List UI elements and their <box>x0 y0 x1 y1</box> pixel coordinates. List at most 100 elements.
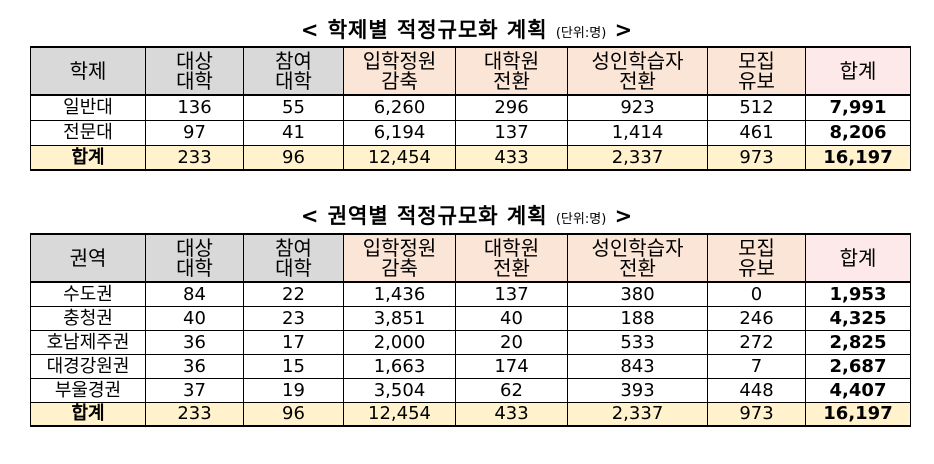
cell: 380 <box>567 281 708 307</box>
row-label: 일반대 <box>30 94 146 121</box>
cell: 923 <box>567 94 708 121</box>
cell: 36 <box>145 353 244 379</box>
cell: 1,436 <box>343 281 456 307</box>
header-total: 합계 <box>805 233 911 283</box>
row-label: 대경강원권 <box>30 353 146 379</box>
row-label: 합계 <box>30 144 146 171</box>
cell: 62 <box>455 377 568 403</box>
table-row: 충청권 40 23 3,851 40 188 246 4,325 <box>30 305 911 331</box>
cell: 272 <box>707 329 806 355</box>
table1-header-row: 학제 대상 대학 참여 대학 입학정원 감축 대학원 전환 성인학습자 전환 모집 유보 합… <box>30 46 911 96</box>
cell: 533 <box>567 329 708 355</box>
cell: 1,663 <box>343 353 456 379</box>
table-row: 전문대 97 41 6,194 137 1,414 461 8,206 <box>30 119 911 146</box>
header-target-univ: 대상 대학 <box>145 233 244 283</box>
cell: 137 <box>455 281 568 307</box>
header-adult-learner-conversion: 성인학습자 전환 <box>567 46 708 96</box>
header-adult-learner-conversion: 성인학습자 전환 <box>567 233 708 283</box>
header-target-univ: 대상 대학 <box>145 46 244 96</box>
cell: 461 <box>707 119 806 146</box>
table-row-total: 합계 233 96 12,454 433 2,337 973 16,197 <box>30 401 911 427</box>
header-graduate-conversion: 대학원 전환 <box>455 46 568 96</box>
header-participating-univ: 참여 대학 <box>243 46 344 96</box>
school-type-table: 학제 대상 대학 참여 대학 입학정원 감축 대학원 전환 성인학습자 전환 모집 유보 합… <box>30 46 911 171</box>
cell: 233 <box>145 401 244 427</box>
cell: 15 <box>243 353 344 379</box>
table-row: 호남제주권 36 17 2,000 20 533 272 2,825 <box>30 329 911 355</box>
row-label: 충청권 <box>30 305 146 331</box>
cell: 22 <box>243 281 344 307</box>
cell: 2,337 <box>567 401 708 427</box>
cell: 96 <box>243 401 344 427</box>
table1-unit: (단위:명) <box>555 26 607 41</box>
cell: 20 <box>455 329 568 355</box>
cell: 3,851 <box>343 305 456 331</box>
header-total: 합계 <box>805 46 911 96</box>
cell: 3,504 <box>343 377 456 403</box>
total-cell: 2,687 <box>805 353 911 379</box>
cell: 96 <box>243 144 344 171</box>
cell: 40 <box>145 305 244 331</box>
total-cell: 7,991 <box>805 94 911 121</box>
header-participating-univ: 참여 대학 <box>243 233 344 283</box>
cell: 512 <box>707 94 806 121</box>
total-cell: 8,206 <box>805 119 911 146</box>
cell: 12,454 <box>343 401 456 427</box>
table-row: 일반대 136 55 6,260 296 923 512 7,991 <box>30 94 911 121</box>
cell: 0 <box>707 281 806 307</box>
header-recruitment-deferral: 모집 유보 <box>707 233 806 283</box>
row-label: 호남제주권 <box>30 329 146 355</box>
cell: 6,194 <box>343 119 456 146</box>
cell: 41 <box>243 119 344 146</box>
row-label: 수도권 <box>30 281 146 307</box>
cell: 174 <box>455 353 568 379</box>
cell: 137 <box>455 119 568 146</box>
region-table: 권역 대상 대학 참여 대학 입학정원 감축 대학원 전환 성인학습자 전환 모집 유보 합… <box>30 233 911 427</box>
cell: 973 <box>707 401 806 427</box>
cell: 433 <box>455 401 568 427</box>
cell: 393 <box>567 377 708 403</box>
total-cell: 4,407 <box>805 377 911 403</box>
table-row: 부울경권 37 19 3,504 62 393 448 4,407 <box>30 377 911 403</box>
total-cell: 1,953 <box>805 281 911 307</box>
table-row: 수도권 84 22 1,436 137 380 0 1,953 <box>30 281 911 307</box>
table1-title-text: < 학제별 적정규모화 계획 <box>300 18 548 42</box>
cell: 17 <box>243 329 344 355</box>
table2-title-close: > <box>614 204 634 228</box>
header-admission-reduction: 입학정원 감축 <box>343 46 456 96</box>
table-row-total: 합계 233 96 12,454 433 2,337 973 16,197 <box>30 144 911 171</box>
table1-title: < 학제별 적정규모화 계획 (단위:명) > <box>0 14 934 44</box>
row-label: 부울경권 <box>30 377 146 403</box>
cell: 1,414 <box>567 119 708 146</box>
total-cell: 2,825 <box>805 329 911 355</box>
cell: 55 <box>243 94 344 121</box>
cell: 433 <box>455 144 568 171</box>
cell: 448 <box>707 377 806 403</box>
cell: 843 <box>567 353 708 379</box>
header-admission-reduction: 입학정원 감축 <box>343 233 456 283</box>
cell: 84 <box>145 281 244 307</box>
table-row: 대경강원권 36 15 1,663 174 843 7 2,687 <box>30 353 911 379</box>
header-graduate-conversion: 대학원 전환 <box>455 233 568 283</box>
cell: 36 <box>145 329 244 355</box>
table2-title: < 권역별 적정규모화 계획 (단위:명) > <box>0 200 934 230</box>
row-label: 전문대 <box>30 119 146 146</box>
cell: 19 <box>243 377 344 403</box>
cell: 40 <box>455 305 568 331</box>
table2-unit: (단위:명) <box>555 212 607 227</box>
cell: 23 <box>243 305 344 331</box>
total-cell: 16,197 <box>805 144 911 171</box>
total-cell: 4,325 <box>805 305 911 331</box>
table2-header-row: 권역 대상 대학 참여 대학 입학정원 감축 대학원 전환 성인학습자 전환 모집 유보 합… <box>30 233 911 283</box>
cell: 233 <box>145 144 244 171</box>
header-region: 권역 <box>30 233 146 283</box>
cell: 6,260 <box>343 94 456 121</box>
header-school-type: 학제 <box>30 46 146 96</box>
cell: 188 <box>567 305 708 331</box>
table2-title-text: < 권역별 적정규모화 계획 <box>300 204 548 228</box>
cell: 973 <box>707 144 806 171</box>
cell: 2,000 <box>343 329 456 355</box>
cell: 246 <box>707 305 806 331</box>
cell: 2,337 <box>567 144 708 171</box>
cell: 296 <box>455 94 568 121</box>
